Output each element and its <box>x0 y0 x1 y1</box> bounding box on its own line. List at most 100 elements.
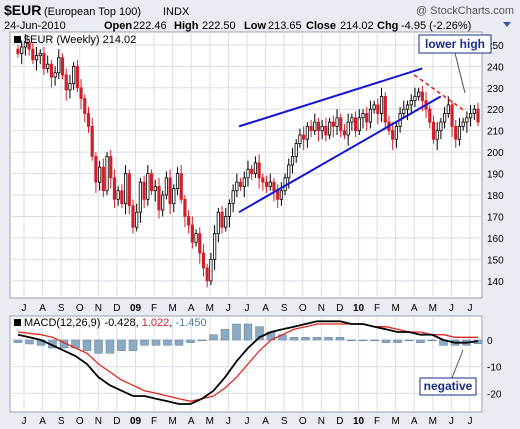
month-label-bottom: 10 <box>353 416 365 427</box>
candle-body <box>472 108 476 114</box>
price-tick-label: 140 <box>487 277 504 288</box>
month-label-bottom: 09 <box>130 416 142 427</box>
candle-body <box>335 117 339 127</box>
month-axis-bottom: J A S O N D 09 F M A M J J A S O N D 10 F M A M J J <box>22 416 473 427</box>
month-label: O <box>76 303 84 314</box>
candle-body <box>161 194 165 211</box>
candle-body <box>353 117 358 132</box>
month-label-bottom: J <box>22 416 27 427</box>
candle-body <box>261 177 265 183</box>
high-label: High <box>174 20 199 32</box>
trendline <box>238 95 442 214</box>
candle-body <box>168 177 172 205</box>
candle-body <box>49 63 53 78</box>
candle-body <box>127 173 131 207</box>
low-label: Low <box>244 20 266 32</box>
macd-legend-signal: 1.022 <box>142 317 170 329</box>
month-label-bottom: S <box>58 416 65 427</box>
candle-body <box>60 57 65 76</box>
price-panel-bg <box>9 31 483 299</box>
candle-body <box>57 57 61 74</box>
price-candles <box>16 34 480 288</box>
macd-tick-label: -10 <box>487 363 502 374</box>
candle-body <box>187 216 191 226</box>
macd-tick-label: 0 <box>487 336 493 347</box>
month-label-bottom: M <box>206 416 214 427</box>
macd-hist-bar <box>140 339 149 346</box>
candle-body <box>253 162 258 174</box>
lower-high-pointer <box>454 52 466 94</box>
price-tick-label: 240 <box>487 62 504 73</box>
candle-body <box>465 117 469 123</box>
dropdown-arrow-icon[interactable] <box>503 22 511 27</box>
macd-hist-bar <box>186 339 195 343</box>
candle-body <box>305 125 309 140</box>
candle-body <box>190 224 194 243</box>
candle-body <box>23 42 28 48</box>
month-label: N <box>318 303 325 314</box>
price-tick-label: 210 <box>487 127 504 138</box>
candle-body <box>112 177 117 200</box>
macd-legend: MACD(12,26,9) -0.428, 1.022, -1.450 <box>14 317 207 329</box>
candle-body <box>320 125 324 132</box>
month-label: D <box>336 303 343 314</box>
candle-body <box>116 190 120 200</box>
month-label: N <box>95 303 102 314</box>
month-label-bottom: O <box>299 416 307 427</box>
candle-body <box>272 181 276 192</box>
month-label-bottom: F <box>374 416 380 427</box>
macd-hist-bar <box>393 339 402 343</box>
price-tick-label: 230 <box>487 84 504 95</box>
candle-body <box>201 252 206 269</box>
candle-body <box>242 177 246 187</box>
candle-body <box>146 173 150 200</box>
price-tick-label: 150 <box>487 255 504 266</box>
candle-body <box>302 134 306 140</box>
macd-hist-bar <box>335 337 345 341</box>
macd-hist-bar <box>105 339 115 354</box>
candle-body <box>38 53 42 56</box>
candle-body <box>446 104 450 114</box>
month-label-bottom: J <box>226 416 231 427</box>
month-label: F <box>151 303 157 314</box>
candle-body <box>16 48 20 54</box>
month-label: A <box>188 303 195 314</box>
month-label: M <box>168 303 176 314</box>
symbol-name: (European Top 100) <box>44 6 141 18</box>
candle-body <box>405 104 410 110</box>
candle-body <box>439 121 443 132</box>
candle-body <box>417 91 421 97</box>
candle-body <box>468 113 473 119</box>
candle-body <box>227 203 232 217</box>
candle-body <box>209 258 213 282</box>
candle-body <box>413 95 417 102</box>
candle-body <box>264 181 269 187</box>
candle-body <box>79 87 83 99</box>
candle-body <box>376 104 380 114</box>
macd-hist-bar <box>370 339 379 342</box>
candle-body <box>257 162 261 179</box>
candle-body <box>368 108 373 123</box>
candle-body <box>135 211 139 228</box>
candle-body <box>220 211 224 228</box>
month-label-bottom: N <box>318 416 325 427</box>
candle-body <box>68 83 72 91</box>
lower-high-callout: lower high <box>418 34 492 94</box>
candle-body <box>157 186 161 211</box>
candle-body <box>391 130 395 140</box>
candle-body <box>149 173 154 192</box>
price-tick-label: 180 <box>487 191 504 202</box>
macd-hist-bar <box>404 339 414 342</box>
candle-body <box>443 113 447 123</box>
macd-hist-bar <box>243 323 253 341</box>
candle-body <box>372 104 376 110</box>
chg-label: Chg <box>377 20 398 32</box>
month-label: A <box>262 303 269 314</box>
macd-hist-bar <box>255 326 264 341</box>
candle-body <box>198 233 202 254</box>
price-tick-label: 200 <box>487 148 504 159</box>
high-value: 222.50 <box>202 20 236 32</box>
candle-body <box>172 188 176 205</box>
candle-body <box>164 177 168 196</box>
macd-line <box>17 320 479 405</box>
